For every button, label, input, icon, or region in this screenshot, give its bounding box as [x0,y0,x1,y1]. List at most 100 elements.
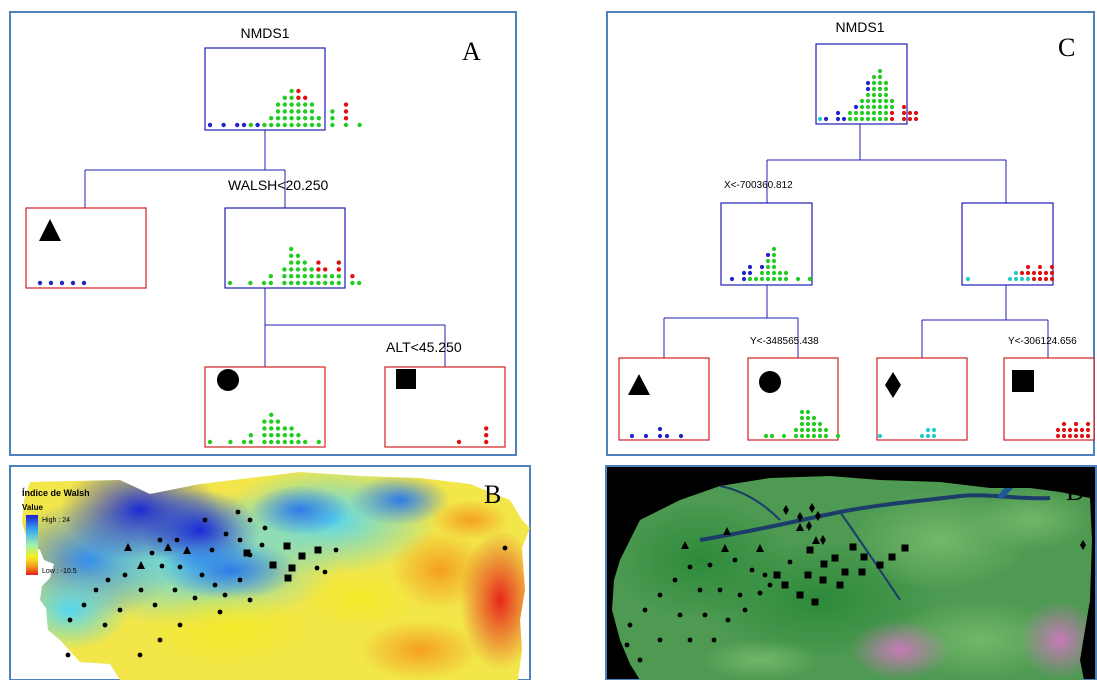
diamond-icon [783,505,789,515]
sample-dot [913,110,919,116]
sample-dot [877,116,883,122]
sample-dot [865,80,871,86]
sample-dot [302,280,307,286]
sample-dot [248,122,253,128]
sample-dot [316,439,321,445]
sample-dot [295,280,301,286]
sample-dot [323,274,328,279]
legend-low: Low : -10.5 [42,568,77,575]
circle-icon [172,587,178,593]
sample-dot [811,433,817,439]
sample-dot [268,274,273,279]
sample-dot [747,264,753,270]
circle-icon [212,582,218,588]
sample-dot [289,274,294,279]
sample-dot [877,80,883,86]
sample-dot [262,433,267,438]
sample-dot [859,110,865,116]
sample-dot [657,426,663,432]
square-icon [243,549,251,557]
sample-dot [817,433,823,439]
sample-dot [289,246,294,252]
circle-icon [67,617,73,623]
triangle-icon [723,527,731,535]
panel-c-split-rr-label: Y<-306124.656 [1008,336,1077,347]
sample-dot [282,95,287,101]
sample-dot [289,433,294,438]
sample-dot [1085,433,1091,439]
sample-dot [303,116,308,121]
sample-dot [309,267,314,272]
square-icon [283,542,291,550]
sample-dot [805,421,811,427]
square-icon [1012,370,1034,392]
sample-dot [248,280,253,286]
sample-dot [799,433,805,439]
sample-dot [664,433,670,439]
sample-dot [771,258,777,264]
sample-dot [629,433,635,439]
sample-dot [303,122,308,128]
sample-dot [296,88,301,94]
square-icon [806,546,814,554]
sample-dot [771,246,777,252]
sample-dot [889,104,895,110]
sample-dot [883,92,889,98]
sample-dot [805,409,811,415]
sample-dot [805,415,811,421]
panel-c-inner-left-dots [729,246,813,282]
circle-icon [247,517,253,523]
sample-dot [309,274,314,279]
panel-c-root-label: NMDS1 [835,19,884,35]
sample-dot [296,102,301,107]
sample-dot [295,274,301,279]
circle-icon [333,547,339,553]
circle-icon [177,622,183,628]
sample-dot [781,433,787,439]
panel-d-symbols [622,503,1086,663]
sample-dot [1031,276,1037,282]
sample-dot [799,421,805,427]
square-icon [831,554,839,562]
sample-dot [357,122,362,128]
circle-icon [767,582,773,588]
sample-dot [227,280,233,286]
sample-dot [811,427,817,433]
square-icon [860,553,868,561]
sample-dot [350,280,355,286]
panel-c-letter: C [1058,33,1075,62]
sample-dot [765,276,771,282]
sample-dot [865,110,871,116]
panel-c-leaf-diamond [876,357,968,441]
sample-dot [1049,276,1055,282]
sample-dot [759,264,765,270]
sample-dot [889,110,895,116]
sample-dot [295,267,301,272]
circle-icon [247,597,253,603]
circle-icon [742,607,748,613]
circle-icon [622,657,628,663]
sample-dot [853,110,859,116]
sample-dot [289,95,294,101]
circle-icon [65,652,71,658]
sample-dot [248,439,253,445]
sample-dot [329,274,335,279]
sample-dot [221,122,226,128]
triangle-icon [681,541,689,549]
sample-dot [282,109,287,114]
circle-icon [757,590,763,596]
circle-icon [702,612,708,618]
sample-dot [889,116,895,122]
sample-dot [289,253,294,258]
circle-icon [759,371,781,393]
sample-dot [275,426,281,431]
circle-icon [235,509,241,515]
sample-dot [330,122,335,128]
sample-dot [350,274,355,279]
sample-dot [275,439,281,445]
triangle-icon [164,543,172,551]
square-icon [781,581,789,589]
sample-dot [228,439,233,445]
sample-dot [336,274,341,279]
sample-dot [811,421,817,427]
